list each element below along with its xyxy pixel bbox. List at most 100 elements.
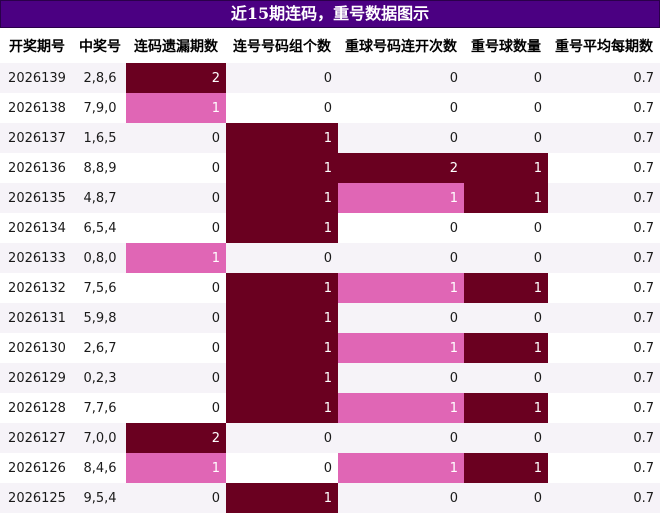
cell-repeat-runs: 0 [338,123,464,153]
cell-groups: 1 [226,153,338,183]
cell-repeat-count: 0 [464,123,548,153]
cell-miss: 0 [126,483,226,513]
cell-repeat-count: 1 [464,333,548,363]
cell-groups: 0 [226,243,338,273]
cell-numbers: 8,4,6 [74,453,126,483]
cell-repeat-runs: 0 [338,423,464,453]
cell-period: 2026130 [0,333,74,363]
cell-avg: 0.7 [548,93,660,123]
cell-groups: 1 [226,213,338,243]
cell-miss: 2 [126,63,226,93]
cell-repeat-runs: 0 [338,303,464,333]
cell-repeat-runs: 2 [338,153,464,183]
cell-avg: 0.7 [548,483,660,513]
cell-repeat-count: 0 [464,63,548,93]
cell-miss: 0 [126,273,226,303]
cell-groups: 1 [226,333,338,363]
cell-repeat-count: 1 [464,153,548,183]
cell-repeat-count: 0 [464,303,548,333]
cell-repeat-count: 0 [464,363,548,393]
cell-groups: 0 [226,63,338,93]
cell-period: 2026127 [0,423,74,453]
cell-period: 2026125 [0,483,74,513]
cell-groups: 0 [226,453,338,483]
table-row: 2026131 5,9,8 0 1 0 0 0.7 [0,303,660,333]
cell-repeat-count: 1 [464,273,548,303]
cell-groups: 1 [226,393,338,423]
cell-repeat-count: 0 [464,423,548,453]
cell-miss: 0 [126,213,226,243]
cell-repeat-runs: 0 [338,213,464,243]
cell-period: 2026136 [0,153,74,183]
header-groups: 连号号码组个数 [226,28,338,63]
cell-groups: 1 [226,273,338,303]
cell-repeat-runs: 1 [338,183,464,213]
cell-period: 2026138 [0,93,74,123]
cell-miss: 1 [126,453,226,483]
cell-repeat-count: 0 [464,93,548,123]
table-row: 2026128 7,7,6 0 1 1 1 0.7 [0,393,660,423]
table-row: 2026139 2,8,6 2 0 0 0 0.7 [0,63,660,93]
cell-avg: 0.7 [548,453,660,483]
cell-numbers: 6,5,4 [74,213,126,243]
cell-period: 2026133 [0,243,74,273]
cell-period: 2026126 [0,453,74,483]
cell-period: 2026128 [0,393,74,423]
cell-groups: 1 [226,303,338,333]
cell-numbers: 4,8,7 [74,183,126,213]
cell-avg: 0.7 [548,273,660,303]
cell-avg: 0.7 [548,63,660,93]
table-row: 2026132 7,5,6 0 1 1 1 0.7 [0,273,660,303]
cell-miss: 1 [126,93,226,123]
table-title: 近15期连码，重号数据图示 [0,0,660,28]
table-row: 2026135 4,8,7 0 1 1 1 0.7 [0,183,660,213]
cell-repeat-count: 0 [464,213,548,243]
cell-repeat-runs: 0 [338,63,464,93]
header-numbers: 中奖号 [74,28,126,63]
cell-miss: 0 [126,123,226,153]
table-row: 2026126 8,4,6 1 0 1 1 0.7 [0,453,660,483]
cell-repeat-runs: 1 [338,333,464,363]
cell-avg: 0.7 [548,393,660,423]
cell-groups: 1 [226,183,338,213]
cell-numbers: 7,9,0 [74,93,126,123]
cell-period: 2026129 [0,363,74,393]
cell-repeat-count: 1 [464,453,548,483]
header-repeat-count: 重号球数量 [464,28,548,63]
cell-repeat-runs: 0 [338,93,464,123]
cell-numbers: 7,5,6 [74,273,126,303]
table-row: 2026129 0,2,3 0 1 0 0 0.7 [0,363,660,393]
header-period: 开奖期号 [0,28,74,63]
cell-numbers: 8,8,9 [74,153,126,183]
cell-avg: 0.7 [548,213,660,243]
cell-repeat-runs: 0 [338,363,464,393]
cell-groups: 1 [226,483,338,513]
header-repeat-runs: 重球号码连开次数 [338,28,464,63]
cell-groups: 0 [226,93,338,123]
cell-period: 2026139 [0,63,74,93]
cell-numbers: 7,7,6 [74,393,126,423]
cell-numbers: 0,8,0 [74,243,126,273]
cell-numbers: 9,5,4 [74,483,126,513]
header-miss: 连码遗漏期数 [126,28,226,63]
cell-avg: 0.7 [548,183,660,213]
cell-repeat-count: 0 [464,243,548,273]
cell-miss: 0 [126,333,226,363]
header-row: 开奖期号 中奖号 连码遗漏期数 连号号码组个数 重球号码连开次数 重号球数量 重… [0,28,660,63]
cell-groups: 0 [226,423,338,453]
cell-avg: 0.7 [548,123,660,153]
table-row: 2026133 0,8,0 1 0 0 0 0.7 [0,243,660,273]
cell-period: 2026134 [0,213,74,243]
cell-repeat-count: 1 [464,393,548,423]
cell-repeat-runs: 0 [338,483,464,513]
cell-numbers: 1,6,5 [74,123,126,153]
cell-numbers: 2,8,6 [74,63,126,93]
cell-avg: 0.7 [548,333,660,363]
cell-period: 2026135 [0,183,74,213]
cell-repeat-count: 1 [464,183,548,213]
table-row: 2026127 7,0,0 2 0 0 0 0.7 [0,423,660,453]
cell-groups: 1 [226,363,338,393]
cell-period: 2026137 [0,123,74,153]
cell-miss: 2 [126,423,226,453]
cell-miss: 0 [126,183,226,213]
